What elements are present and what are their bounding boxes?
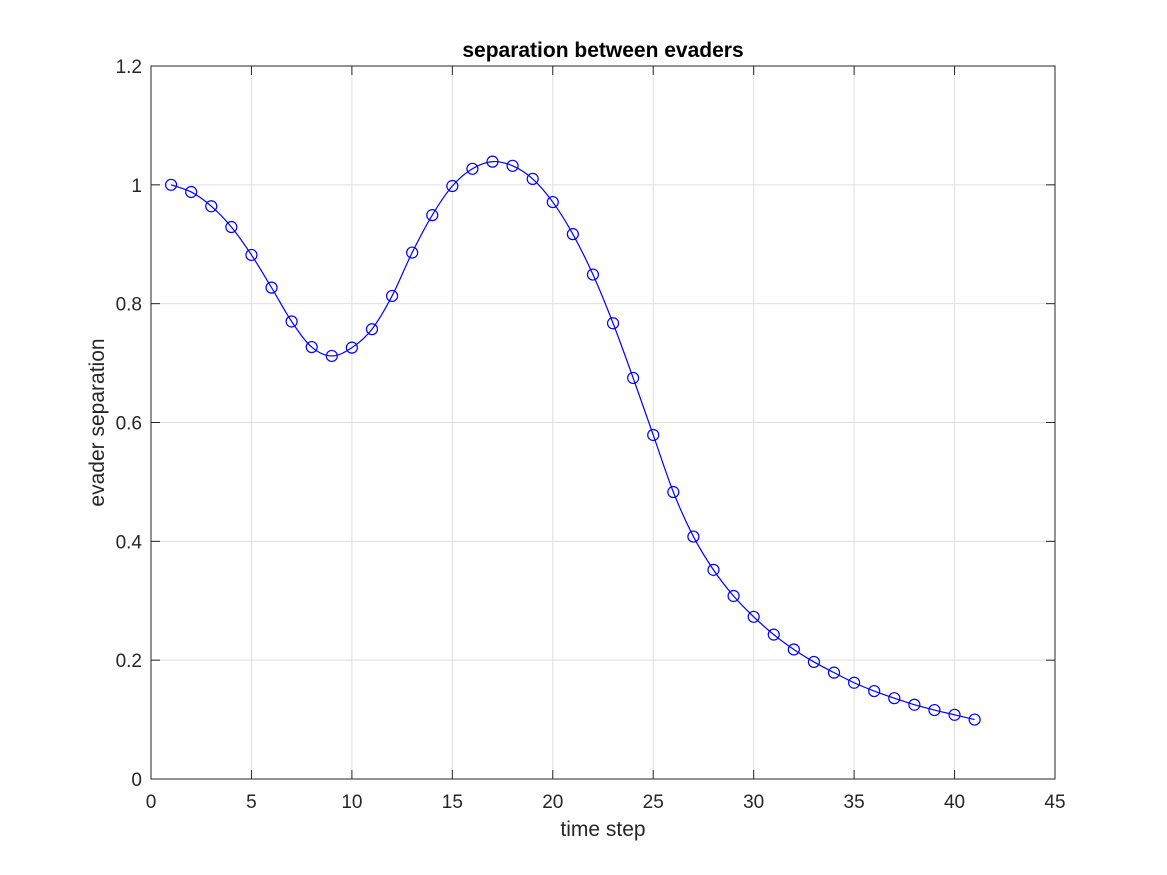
x-tick-label: 15 bbox=[442, 792, 463, 813]
y-tick-labels: 0 0.2 0.4 0.6 0.8 1 1.2 bbox=[116, 57, 143, 791]
y-tick-label: 1.2 bbox=[116, 57, 142, 78]
data-point-marker bbox=[868, 684, 881, 698]
data-point-marker bbox=[566, 228, 579, 241]
data-point-marker bbox=[265, 281, 278, 294]
x-tick-label: 45 bbox=[1044, 792, 1065, 813]
data-point-marker bbox=[727, 589, 740, 603]
data-point-marker bbox=[285, 315, 298, 328]
data-point-marker bbox=[546, 195, 559, 209]
data-point-marker bbox=[807, 655, 821, 669]
data-point-marker bbox=[586, 268, 600, 281]
x-tick-label: 0 bbox=[146, 792, 157, 813]
data-point-marker bbox=[707, 563, 720, 576]
y-tick-label: 0.2 bbox=[116, 651, 142, 672]
y-axis-label: evader separation bbox=[86, 338, 109, 506]
x-tick-label: 5 bbox=[246, 792, 257, 813]
x-tick-label: 10 bbox=[341, 792, 362, 813]
data-point-marker bbox=[627, 371, 640, 385]
series-line bbox=[170, 160, 975, 721]
data-point-marker bbox=[848, 676, 861, 689]
grid-lines bbox=[150, 65, 1056, 780]
axes-frame bbox=[150, 65, 1056, 780]
data-point-marker bbox=[305, 340, 318, 354]
data-point-marker bbox=[205, 200, 218, 213]
x-tick-label: 30 bbox=[743, 792, 764, 813]
data-point-marker bbox=[647, 428, 660, 442]
data-point-marker bbox=[526, 172, 539, 185]
data-point-marker bbox=[606, 317, 620, 330]
data-point-marker bbox=[406, 246, 419, 259]
y-tick-label: 0.4 bbox=[116, 532, 143, 553]
series-layer bbox=[164, 155, 981, 726]
data-point-marker bbox=[827, 666, 841, 679]
data-point-marker bbox=[908, 698, 921, 711]
data-point-marker bbox=[787, 643, 800, 656]
x-tick-label: 25 bbox=[643, 792, 664, 813]
y-tick-label: 0.6 bbox=[116, 414, 142, 435]
data-point-marker bbox=[767, 628, 780, 641]
data-point-marker bbox=[968, 713, 981, 726]
data-point-marker bbox=[345, 341, 358, 354]
data-point-marker bbox=[486, 155, 499, 168]
data-point-marker bbox=[365, 323, 379, 336]
data-point-marker bbox=[928, 703, 941, 717]
x-tick-label: 35 bbox=[844, 792, 865, 813]
data-point-marker bbox=[747, 610, 760, 623]
chart-title: separation between evaders bbox=[462, 39, 743, 62]
data-point-marker bbox=[506, 159, 519, 172]
data-point-marker bbox=[325, 349, 338, 363]
x-axis-label: time step bbox=[560, 818, 645, 841]
data-point-marker bbox=[446, 179, 459, 193]
data-point-marker bbox=[687, 530, 700, 543]
x-tick-labels: 0 5 10 15 20 25 30 35 40 45 bbox=[146, 792, 1066, 813]
data-point-marker bbox=[185, 185, 198, 199]
data-point-marker bbox=[466, 162, 479, 175]
x-tick-label: 20 bbox=[542, 792, 563, 813]
data-point-marker bbox=[667, 485, 680, 499]
y-tick-label: 1 bbox=[131, 176, 142, 197]
data-point-marker bbox=[225, 220, 238, 234]
data-point-marker bbox=[245, 248, 258, 262]
data-point-marker bbox=[164, 178, 178, 191]
y-tick-label: 0 bbox=[131, 770, 142, 791]
data-point-marker bbox=[385, 289, 399, 303]
data-point-marker bbox=[426, 209, 439, 222]
x-tick-label: 40 bbox=[944, 792, 965, 813]
data-point-marker bbox=[888, 692, 901, 705]
data-point-marker bbox=[948, 708, 961, 721]
y-tick-label: 0.8 bbox=[116, 295, 142, 316]
